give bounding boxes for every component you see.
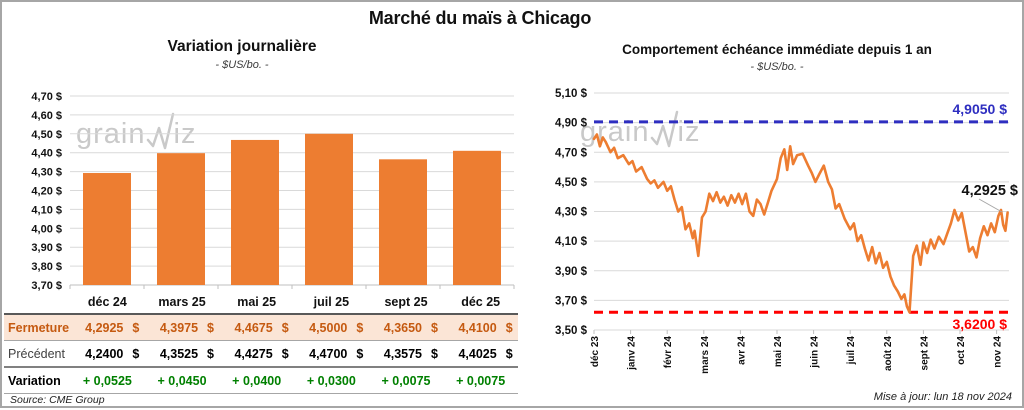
x-axis-label: avr 24 bbox=[736, 336, 747, 365]
y-axis-label: 3,80 $ bbox=[31, 261, 62, 273]
cell-variation-3: + 0,0300 bbox=[306, 373, 356, 388]
y-axis-label: 3,50 $ bbox=[555, 325, 588, 337]
cell-precedent-0: 4,2400 $ bbox=[85, 346, 140, 361]
bar-mars 25 bbox=[157, 153, 205, 285]
y-axis-label: 4,30 $ bbox=[555, 207, 588, 219]
x-axis-label: sept 24 bbox=[919, 336, 930, 371]
y-axis-label: 4,10 $ bbox=[31, 204, 62, 216]
line-chart: 3,50 $ 3,70 $ 3,90 $ 4,10 $ 4,30 $ 4,50 $ 4,70… bbox=[555, 88, 1018, 374]
watermark-text-pre: grain bbox=[580, 115, 650, 148]
cell-variation-0: + 0,0525 bbox=[82, 373, 132, 388]
col-header-sept-25: sept 25 bbox=[368, 290, 444, 315]
price-line bbox=[592, 133, 1009, 314]
bar-chart-title: Variation journalière bbox=[167, 38, 317, 55]
updated-note: Mise à jour: lun 18 nov 2024 bbox=[873, 391, 1012, 403]
x-axis-label: févr 24 bbox=[663, 336, 674, 369]
cell-precedent-1: 4,3525 $ bbox=[159, 346, 214, 361]
bar-juil 25 bbox=[305, 133, 353, 285]
y-axis-label: 4,30 $ bbox=[31, 167, 62, 179]
row-label-variation: Variation bbox=[8, 373, 61, 388]
bar-déc 25 bbox=[453, 150, 501, 285]
y-axis-label: 3,90 $ bbox=[31, 242, 62, 254]
y-axis-label: 4,50 $ bbox=[31, 129, 62, 141]
cell-precedent-3: 4,4700 $ bbox=[309, 346, 364, 361]
col-header-juil-25: juil 25 bbox=[294, 290, 369, 315]
y-axis-label: 4,10 $ bbox=[555, 236, 588, 248]
bar-chart-subtitle: - $US/bo. - bbox=[215, 59, 269, 71]
y-axis-label: 4,70 $ bbox=[555, 147, 588, 159]
y-axis-label: 4,20 $ bbox=[31, 186, 62, 198]
cell-precedent-2: 4,4275 $ bbox=[234, 346, 289, 361]
x-axis-label: oct 24 bbox=[956, 336, 967, 365]
table-header-row: déc 24 mars 25 mai 25 juil 25 sept 25 déc 25 bbox=[4, 290, 518, 315]
x-axis-label: juil 24 bbox=[846, 336, 857, 366]
cell-precedent-5: 4,4025 $ bbox=[458, 346, 513, 361]
annotation-leader-line bbox=[978, 198, 1003, 213]
x-axis-label: janv 24 bbox=[627, 336, 638, 371]
cell-variation-4: + 0,0075 bbox=[381, 373, 431, 388]
x-axis-label: août 24 bbox=[883, 336, 894, 371]
cell-fermeture-4: 4,3650 $ bbox=[383, 320, 438, 335]
y-axis-label: 4,00 $ bbox=[31, 223, 62, 235]
y-axis-label: 4,50 $ bbox=[555, 177, 588, 189]
page-title: Marché du maïs à Chicago bbox=[368, 8, 592, 28]
cell-fermeture-0: 4,2925 $ bbox=[85, 320, 140, 335]
cell-precedent-4: 4,3575 $ bbox=[383, 346, 438, 361]
y-axis-label: 4,60 $ bbox=[31, 110, 62, 122]
cell-variation-1: + 0,0450 bbox=[157, 373, 207, 388]
blue-level-label: 4,9050 $ bbox=[953, 101, 1008, 117]
bar-chart: 3,70 $3,80 $3,90 $4,00 $4,10 $4,20 $4,30… bbox=[31, 91, 515, 292]
table-row-precedent: Précédent 4,2400 $ 4,3525 $ 4,4275 $ 4,4700 $ 4,3… bbox=[4, 341, 518, 367]
col-header-mars-25: mars 25 bbox=[144, 290, 220, 315]
watermark-text-pre: grain bbox=[76, 117, 146, 150]
y-axis-label: 3,70 $ bbox=[555, 295, 588, 307]
y-axis-label: 5,10 $ bbox=[555, 88, 588, 100]
cell-fermeture-5: 4,4100 $ bbox=[458, 320, 513, 335]
y-axis-label: 4,40 $ bbox=[31, 148, 62, 160]
watermark-spike-icon bbox=[650, 110, 678, 148]
watermark-spike-icon bbox=[146, 112, 174, 150]
y-axis-label: 3,90 $ bbox=[555, 266, 588, 278]
row-label-precedent: Précédent bbox=[8, 346, 65, 361]
bar-déc 24 bbox=[83, 173, 131, 285]
x-axis-label: mars 24 bbox=[700, 336, 711, 374]
cell-variation-2: + 0,0400 bbox=[232, 373, 282, 388]
x-axis-label: juin 24 bbox=[810, 336, 821, 369]
line-chart-subtitle: - $US/bo. - bbox=[750, 61, 804, 73]
watermark-text-post: iz bbox=[173, 117, 197, 150]
cell-fermeture-1: 4,3975 $ bbox=[159, 320, 214, 335]
cell-fermeture-2: 4,4675 $ bbox=[234, 320, 289, 335]
cell-variation-5: + 0,0075 bbox=[456, 373, 506, 388]
y-axis-label: 4,90 $ bbox=[555, 118, 588, 130]
x-axis-label: déc 23 bbox=[590, 336, 601, 368]
grainwiz-watermark: grain iz bbox=[76, 112, 197, 154]
watermark-text-post: iz bbox=[677, 115, 701, 148]
line-chart-title: Comportement échéance immédiate depuis 1… bbox=[622, 42, 932, 57]
x-axis-label: nov 24 bbox=[993, 336, 1004, 368]
grainwiz-watermark: grain iz bbox=[580, 110, 701, 152]
red-level-label: 3,6200 $ bbox=[953, 316, 1008, 332]
table-row-fermeture: Fermeture 4,2925 $ 4,3975 $ 4,4675 $ 4,5000 $ 4,3… bbox=[4, 314, 518, 341]
bar-sept 25 bbox=[379, 159, 427, 285]
table-row-variation: Variation + 0,0525 + 0,0450 + 0,0400 + 0,030… bbox=[4, 367, 518, 394]
table-corner bbox=[4, 290, 71, 315]
col-header-déc-24: déc 24 bbox=[70, 290, 145, 315]
x-axis-label: mai 24 bbox=[773, 336, 784, 368]
source-note: Source: CME Group bbox=[10, 394, 105, 406]
row-label-fermeture: Fermeture bbox=[8, 320, 70, 335]
quotes-table: déc 24 mars 25 mai 25 juil 25 sept 25 déc 25 F… bbox=[4, 290, 518, 394]
col-header-déc-25: déc 25 bbox=[443, 290, 518, 315]
cell-fermeture-3: 4,5000 $ bbox=[309, 320, 364, 335]
col-header-mai-25: mai 25 bbox=[219, 290, 295, 315]
last-price-label: 4,2925 $ bbox=[962, 183, 1018, 199]
y-axis-label: 4,70 $ bbox=[31, 91, 62, 103]
bar-mai 25 bbox=[231, 139, 279, 285]
